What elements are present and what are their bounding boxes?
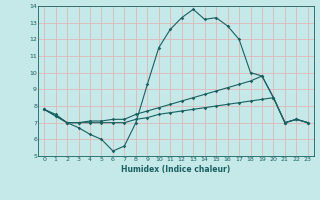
- X-axis label: Humidex (Indice chaleur): Humidex (Indice chaleur): [121, 165, 231, 174]
